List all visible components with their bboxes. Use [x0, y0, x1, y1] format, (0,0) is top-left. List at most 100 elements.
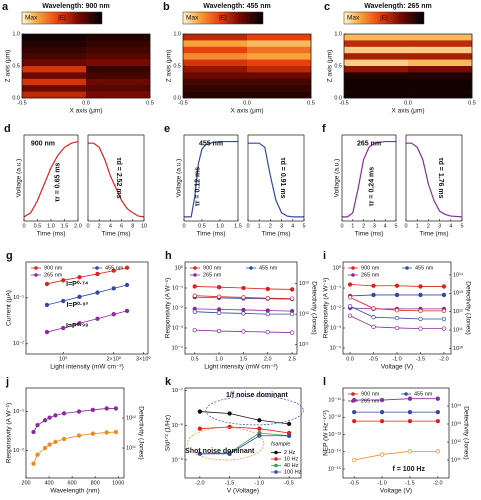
x-tick-label: 0.0	[346, 356, 354, 362]
marker	[216, 307, 222, 312]
x-axis-label: Time (ms)	[261, 231, 290, 238]
heat-cell	[247, 91, 312, 99]
y-tick-label: 10⁻²	[13, 341, 24, 347]
marker	[394, 315, 400, 321]
marker	[111, 286, 116, 291]
legend-marker	[351, 399, 355, 403]
marker	[104, 430, 109, 435]
panel-letter: i	[323, 250, 326, 262]
y-axis-label: Voltage (a.u.)	[176, 159, 183, 198]
annotation: τd = 2.52 ms	[115, 157, 122, 198]
x-tick-label: 6	[120, 223, 123, 229]
marker	[61, 411, 67, 416]
y-tick-label: 0.0	[12, 95, 20, 101]
annotation: τd = 1.76 ms	[437, 157, 444, 198]
heat-cell	[408, 59, 473, 67]
x-tick-label: 0.5	[146, 100, 154, 106]
marker	[241, 329, 246, 334]
colorbar-label: Max	[347, 15, 360, 22]
panel-title: Wavelength: 265 nm	[364, 3, 431, 10]
x-tick-label: -0.5	[178, 100, 187, 106]
x-tick-label: 2.0	[74, 223, 82, 229]
series-line	[199, 426, 290, 434]
x-axis-label: Voltage (V)	[380, 488, 412, 495]
series-line	[199, 435, 290, 455]
y-tick-label: 10⁻¹⁴	[328, 448, 342, 455]
marker	[289, 287, 295, 292]
heat-cell	[247, 34, 312, 41]
marker	[265, 286, 270, 292]
x-tick-label: -1.5	[225, 480, 234, 486]
noise-region	[205, 395, 304, 426]
legend-label: 2 Hz	[284, 450, 296, 456]
annotation: 900 nm	[31, 140, 55, 147]
x-tick-label: 0	[404, 223, 407, 229]
marker	[418, 308, 423, 314]
series-line	[406, 142, 463, 218]
x-tick-label: -2.0	[195, 480, 204, 486]
x-axis-label: Wavelength (nm)	[50, 488, 99, 495]
marker	[76, 409, 82, 414]
heat-cell	[22, 66, 87, 73]
plot-frame	[247, 134, 305, 222]
heat-cell	[86, 72, 151, 80]
x-tick-label: 2	[427, 223, 430, 229]
marker	[441, 292, 447, 298]
marker	[192, 284, 197, 289]
legend-label: 265 nm	[361, 272, 380, 278]
x-tick-label: 1	[416, 223, 419, 229]
annotation: 265 nm	[357, 140, 381, 147]
heat-cell	[344, 72, 409, 80]
y2-axis-label: Detectivity (Jones)	[310, 281, 317, 334]
marker	[111, 312, 116, 317]
panel-letter: d	[4, 123, 11, 135]
x-axis-label: Time (ms)	[101, 231, 130, 238]
marker	[35, 422, 40, 428]
panel-letter: h	[165, 250, 172, 262]
heat-cell	[344, 46, 409, 54]
heat-cell	[86, 53, 151, 60]
panel-letter: b	[163, 1, 170, 13]
colorbar-label: Min	[250, 15, 261, 22]
colorbar-label: Min	[89, 15, 100, 22]
y-tick-label: 10⁰	[175, 264, 184, 271]
marker	[111, 268, 116, 273]
series-line	[248, 142, 304, 218]
y2-tick-label: 10¹³	[451, 421, 461, 427]
y2-axis-label: Detectivity (Jones)	[137, 406, 144, 459]
marker	[113, 429, 119, 435]
x-tick-label: 10⁰	[59, 355, 68, 362]
marker	[53, 439, 58, 445]
x-tick-label: 4	[109, 223, 112, 229]
y-tick-label: 10⁻²	[13, 448, 24, 454]
y-axis-label: Voltage (a.u.)	[334, 159, 341, 198]
colorbar-label: Max	[186, 15, 199, 22]
heat-cell	[86, 34, 151, 41]
x-tick-label: 4	[384, 223, 387, 229]
heat-cell	[408, 72, 473, 80]
marker	[435, 449, 440, 454]
heat-cell	[22, 78, 87, 86]
heat-cell	[344, 91, 409, 99]
x-tick-label: 3	[280, 223, 283, 229]
heat-cell	[247, 40, 312, 48]
legend-label: 455 nm	[259, 265, 278, 271]
y-tick-label: 10⁻²	[330, 305, 341, 311]
heat-cell	[408, 85, 473, 92]
marker	[265, 308, 270, 313]
marker	[435, 409, 440, 415]
y-axis-label: Z axis (μm)	[5, 50, 12, 83]
x-tick-label: 0	[182, 223, 185, 229]
heat-cell	[86, 85, 151, 92]
y2-axis-label: Detectivity (Jones)	[464, 281, 471, 334]
y-tick-label: 10⁻¹	[172, 285, 183, 291]
legend-marker	[404, 392, 408, 396]
marker	[265, 296, 270, 301]
panel-letter: l	[323, 376, 326, 388]
x-tick-label: 0	[86, 223, 89, 229]
marker	[192, 293, 197, 298]
x-axis-label: Time (ms)	[196, 231, 225, 238]
annotation: I=P⁰·⁹³	[66, 301, 88, 309]
x-tick-label: 0	[22, 223, 25, 229]
legend-marker	[274, 470, 278, 474]
